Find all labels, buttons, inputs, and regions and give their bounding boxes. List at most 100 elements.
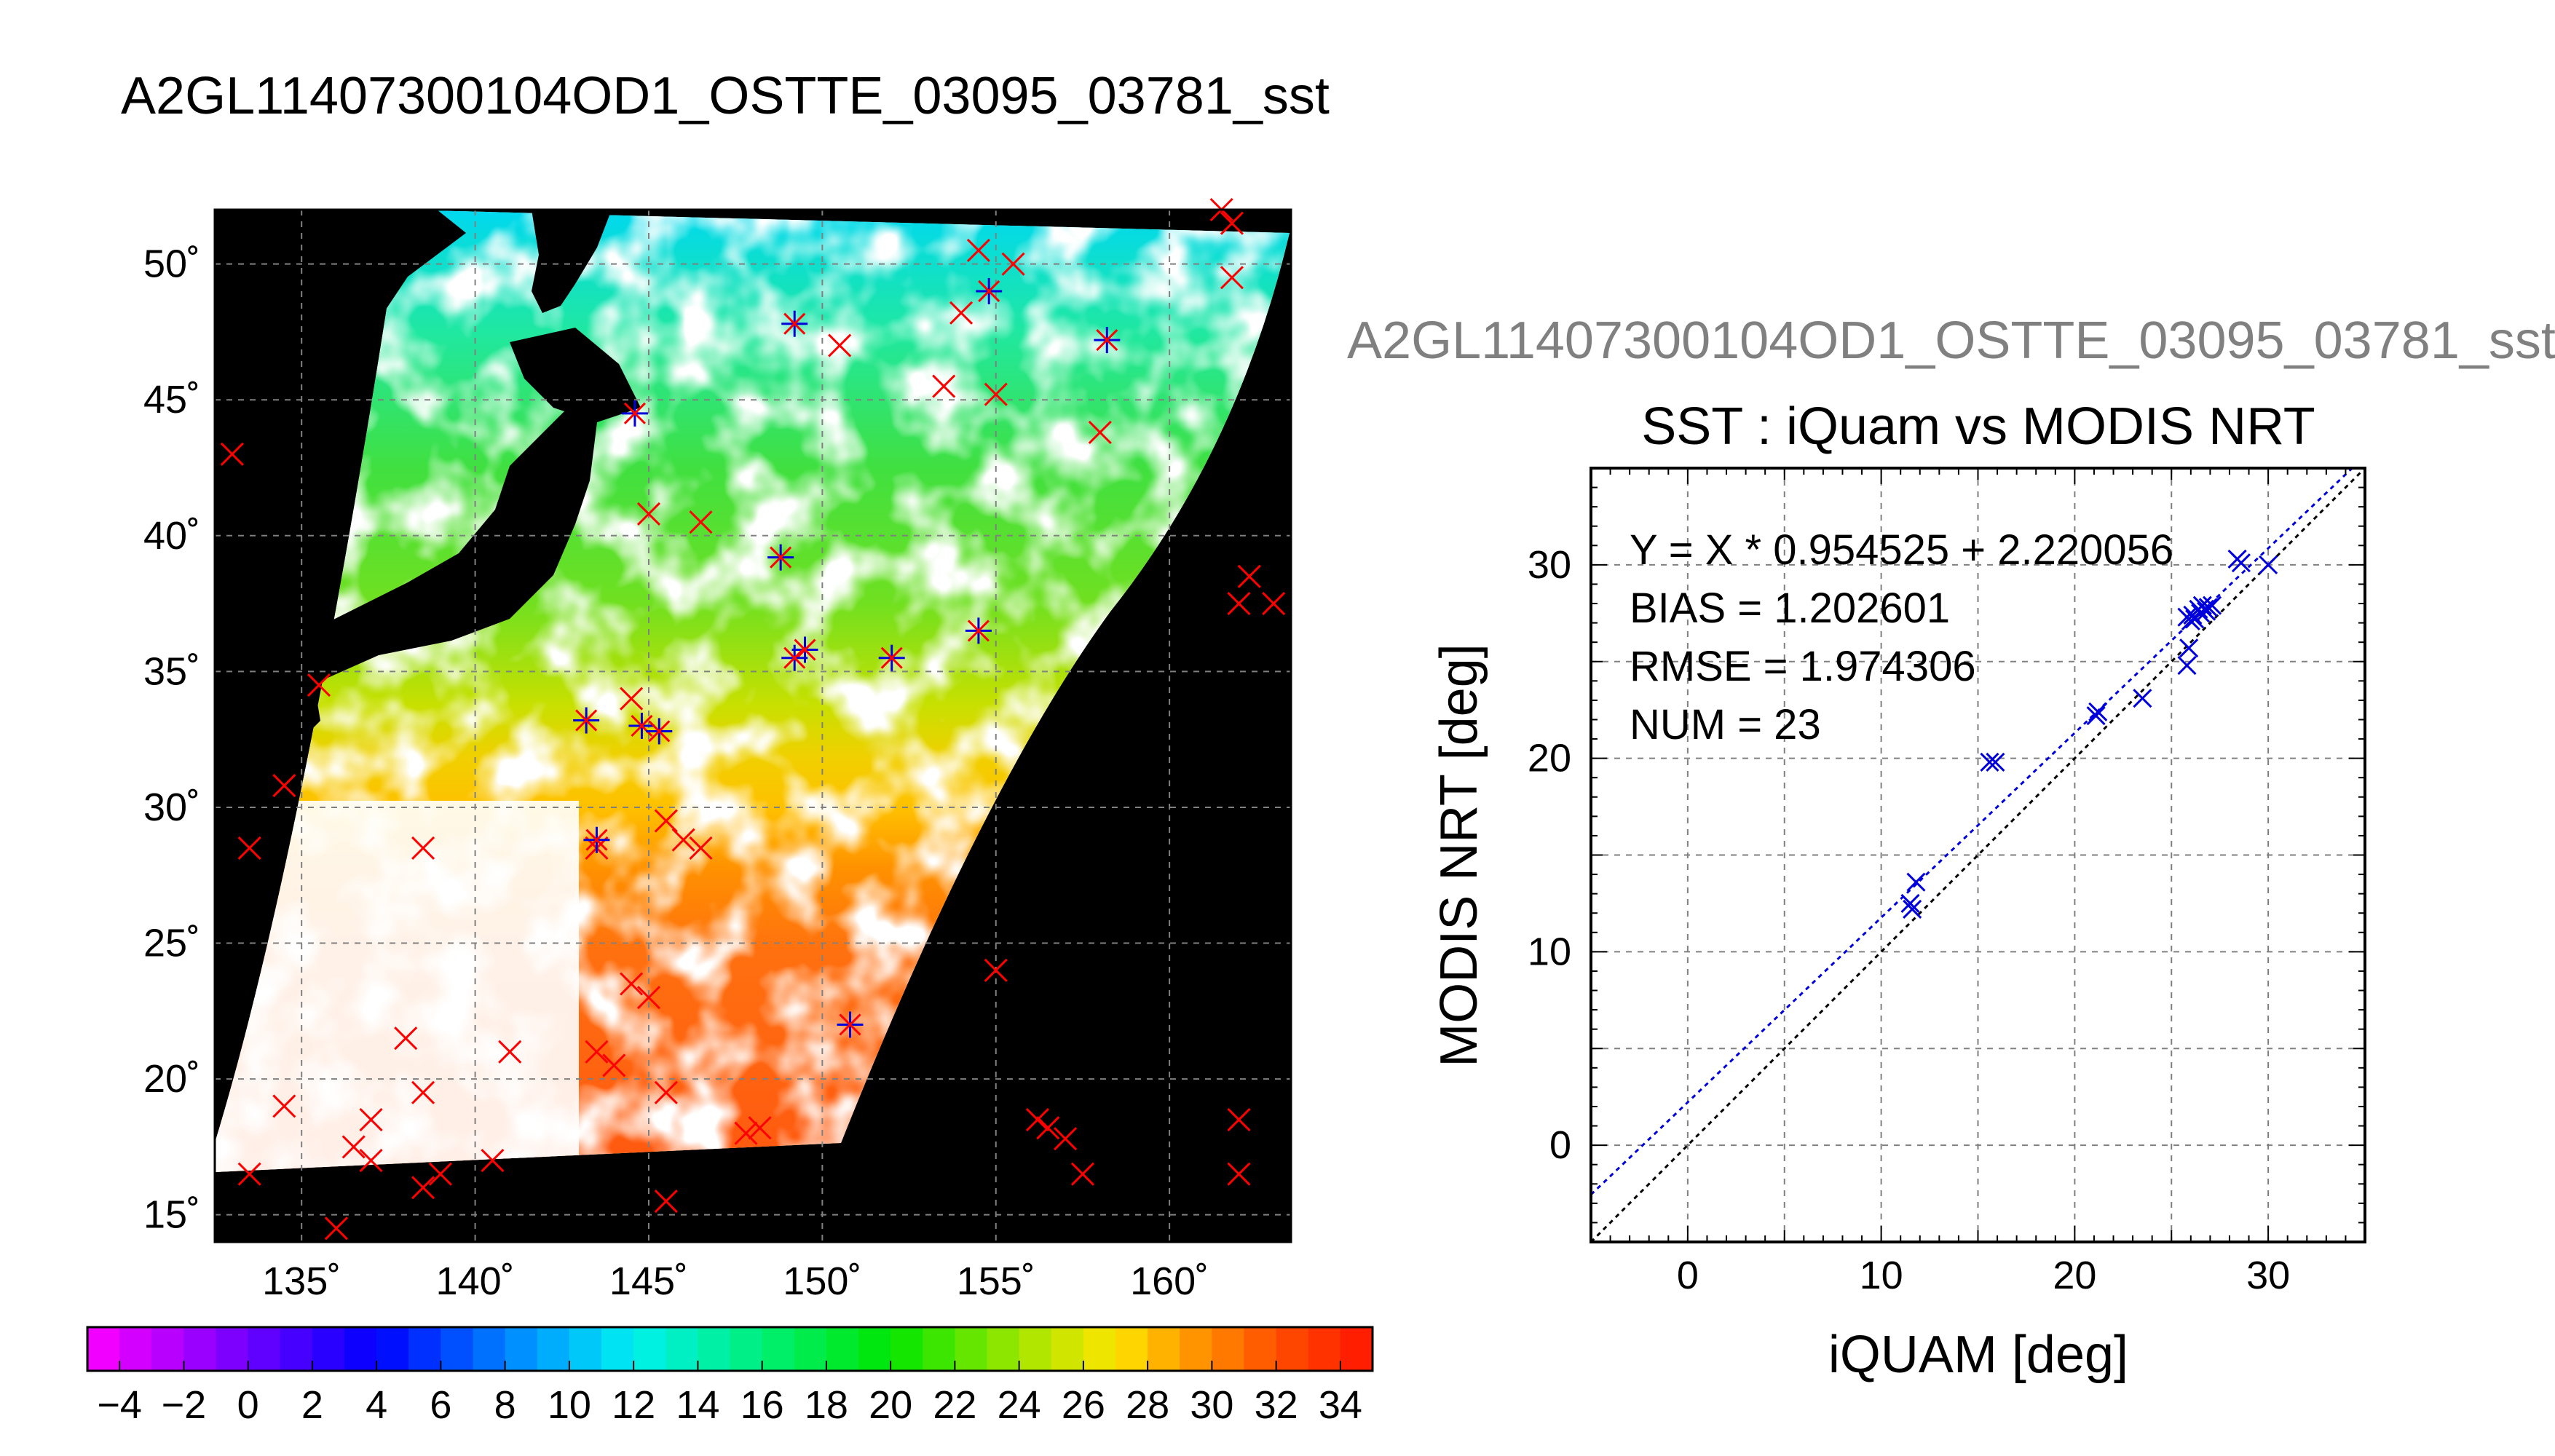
colorbar-cell [1180, 1327, 1212, 1371]
colorbar-cell [248, 1327, 281, 1371]
iquam-station-marker [689, 510, 713, 534]
scatter-ytick-label: 10 [1528, 930, 1571, 973]
colorbar-tick-label: 6 [430, 1383, 451, 1427]
iquam-station-marker [1237, 564, 1261, 588]
iquam-station-marker [984, 958, 1008, 982]
scatter-point [1980, 752, 1999, 772]
iquam-station-marker [949, 301, 974, 325]
lon-tick-label: 160˚ [1130, 1259, 1209, 1303]
iquam-station-marker [966, 238, 990, 263]
iquam-station-marker [237, 1162, 261, 1186]
iquam-station-marker [481, 1148, 505, 1173]
colorbar-cell [376, 1327, 409, 1371]
scatter-ticks: 0 10 20 30 0 10 20 30 [1528, 467, 2366, 1297]
colorbar-tick-label: −2 [162, 1383, 207, 1427]
scatter-point [2179, 638, 2199, 658]
colorbar-tick-label: 20 [869, 1383, 912, 1427]
scatter-point [1986, 752, 2005, 772]
colorbar-tick-label: 14 [676, 1383, 719, 1427]
iquam-station-marker [636, 986, 661, 1010]
colorbar-cell [955, 1327, 987, 1371]
map-axis-labels: 135˚ 140˚ 145˚ 150˚ 155˚ 160˚ 15˚ 20˚ 25˚ 30˚ 35˚ 4… [143, 242, 1209, 1303]
iquam-station-marker [1220, 266, 1244, 290]
sst-map: 135˚ 140˚ 145˚ 150˚ 155˚ 160˚ 15˚ 20˚ 25˚ 30˚ 35˚ 4… [143, 197, 1292, 1303]
scatter-point [2231, 553, 2251, 573]
scatter-point [2191, 604, 2211, 623]
iquam-station-marker [359, 1108, 383, 1132]
iquam-station-marker [654, 809, 678, 833]
colorbar-tick-label: 30 [1190, 1383, 1233, 1427]
iquam-station-marker [654, 1080, 678, 1104]
colorbar-tick-label: 8 [494, 1383, 516, 1427]
matched-station-marker [646, 718, 673, 745]
matched-station-marker [583, 826, 610, 853]
colorbar-cell [505, 1327, 538, 1371]
scatter-point [1900, 893, 1920, 913]
iquam-station-marker [1025, 1108, 1050, 1132]
colorbar-tick-label: 4 [366, 1383, 387, 1427]
iquam-station-marker [411, 836, 435, 860]
colorbar-cell [1115, 1327, 1148, 1371]
colorbar-cell [87, 1327, 120, 1371]
scatter-point [2177, 656, 2197, 676]
scatter-annotations: Y = X * 0.954525 + 2.220056 BIAS = 1.2026… [1630, 526, 2173, 748]
colorbar-frame [86, 1326, 1374, 1372]
colorbar-cell [280, 1327, 313, 1371]
matched-station-marker [781, 310, 808, 337]
colorbar-cell [858, 1327, 891, 1371]
colorbar-cell [344, 1327, 377, 1371]
iquam-station-marker [307, 673, 331, 697]
iquam-station-marker [689, 836, 713, 860]
scatter-annotation: BIAS = 1.202601 [1630, 585, 1950, 632]
colorbar-cell [1148, 1327, 1180, 1371]
scatter-xtick-label: 20 [2053, 1254, 2096, 1297]
iquam-station-marker [220, 442, 244, 466]
iquam-station-marker [1036, 1116, 1060, 1140]
scatter-point [1906, 872, 1926, 892]
sakhalin-land [532, 210, 612, 313]
colorbar-tick-label: 32 [1255, 1383, 1298, 1427]
colorbar-cell [1019, 1327, 1052, 1371]
matched-station-marker [767, 544, 794, 571]
iquam-station-marker [272, 774, 296, 798]
lon-tick-label: 150˚ [783, 1259, 861, 1303]
scatter-title: SST : iQuam vs MODIS NRT [1641, 397, 2315, 456]
lat-tick-label: 40˚ [143, 514, 200, 558]
iquam-station-marker [411, 1080, 435, 1104]
iquam-station-marker [1262, 592, 1286, 616]
lat-tick-label: 35˚ [143, 649, 200, 693]
iquam-station-marker [428, 1162, 452, 1186]
scatter-point [2086, 706, 2106, 726]
colorbar-cell [569, 1327, 602, 1371]
scatter-xtick-label: 10 [1860, 1254, 1903, 1297]
matched-station-marker [878, 644, 905, 671]
iquam-station-marker [828, 333, 852, 357]
colorbar-cell [891, 1327, 923, 1371]
colorbar-tick-label: 28 [1126, 1383, 1169, 1427]
scatter-annotation: RMSE = 1.974306 [1630, 643, 1976, 690]
lat-tick-label: 30˚ [143, 786, 200, 829]
iquam-station-marker [1088, 420, 1112, 445]
iquam-station-marker [620, 687, 644, 711]
colorbar-tick-label: 16 [741, 1383, 784, 1427]
scatter-ytick-label: 0 [1549, 1123, 1571, 1167]
colorbar-tick-label: 10 [548, 1383, 591, 1427]
identity-line [1591, 468, 2365, 1242]
matched-station-marker [628, 713, 655, 739]
land-mask [215, 210, 641, 750]
colorbar-cell [473, 1327, 506, 1371]
main-title: A2GL11407300104OD1_OSTTE_03095_03781_sst [121, 67, 1330, 125]
colorbar-cell [633, 1327, 666, 1371]
iquam-station-marker [984, 382, 1008, 406]
colorbar-tick-label: 24 [998, 1383, 1041, 1427]
honshu-land [277, 408, 597, 684]
scatter-point [2181, 611, 2200, 631]
iquam-station-marker [1070, 1162, 1094, 1186]
matched-station-marker [837, 1011, 864, 1038]
iquam-station-marker [1227, 1162, 1251, 1186]
scatter-file-title: A2GL11407300104OD1_OSTTE_03095_03781_sst [1347, 312, 2555, 370]
colorbar-tick-label: 2 [301, 1383, 323, 1427]
colorbar-cell [216, 1327, 249, 1371]
colorbar-cell [1083, 1327, 1116, 1371]
